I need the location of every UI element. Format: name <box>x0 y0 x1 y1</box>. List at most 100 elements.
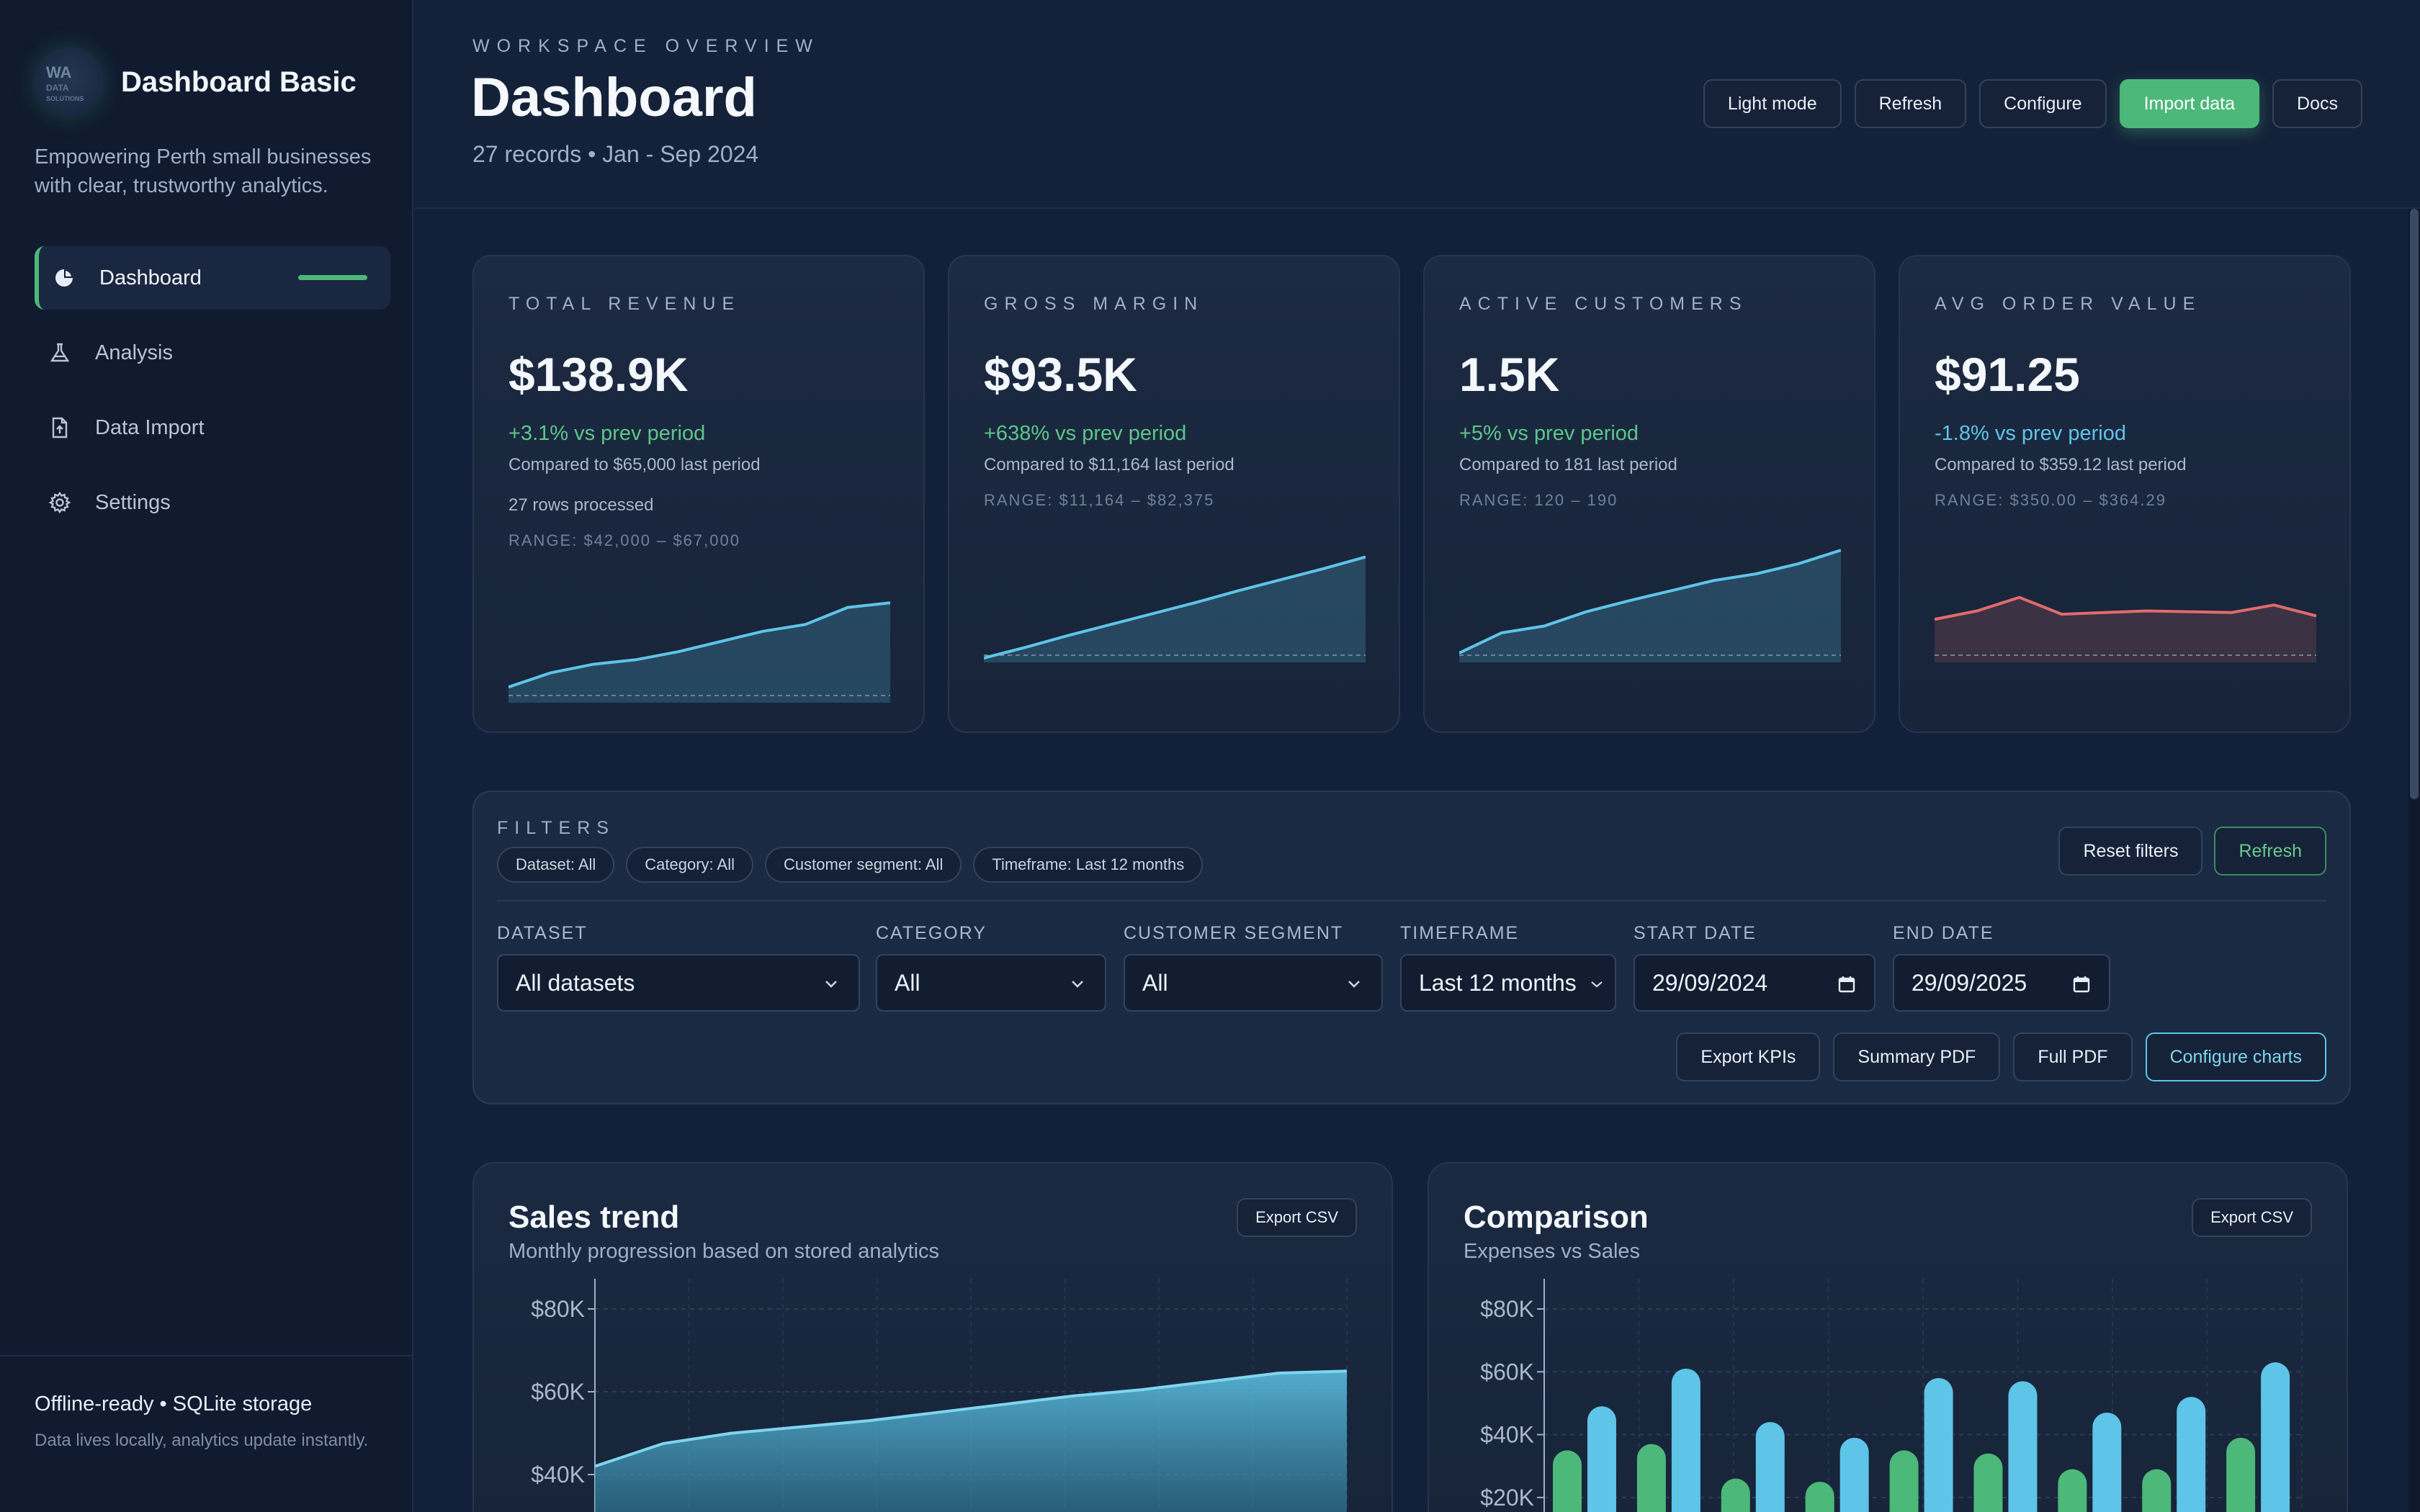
filter-chip-category[interactable]: Category: All <box>626 847 754 883</box>
kpi-card-gross-margin: GROSS MARGIN $93.5K +638% vs prev period… <box>948 255 1400 733</box>
end-date-label: END DATE <box>1893 923 1994 943</box>
logo-mark: WA DATA SOLUTIONS <box>46 63 84 102</box>
export-kpis-button[interactable]: Export KPIs <box>1676 1032 1821 1081</box>
timeframe-value: Last 12 months <box>1419 969 1577 996</box>
y-tick-label: $60K <box>531 1379 585 1405</box>
kpi-range: RANGE: $11,164 – $82,375 <box>984 491 1215 509</box>
y-tick-label: $40K <box>1480 1422 1534 1448</box>
dataset-value: All datasets <box>516 969 635 996</box>
segment-field: CUSTOMER SEGMENT All <box>1124 923 1383 1012</box>
flask-icon <box>46 339 73 366</box>
sidebar-item-label: Settings <box>95 490 171 514</box>
sidebar-nav: Dashboard Analysis Data Import Setting <box>35 246 390 546</box>
bar-sales <box>1671 1368 1700 1512</box>
kpi-card-active-customers: ACTIVE CUSTOMERS 1.5K +5% vs prev period… <box>1423 255 1876 733</box>
active-indicator <box>298 275 367 280</box>
bar-sales <box>1839 1437 1869 1512</box>
summary-pdf-button[interactable]: Summary PDF <box>1833 1032 2001 1081</box>
start-date-field: START DATE 29/09/2024 <box>1634 923 1876 1012</box>
calendar-icon[interactable] <box>1837 974 1857 994</box>
scrollbar-thumb[interactable] <box>2410 209 2419 799</box>
filters-refresh-button[interactable]: Refresh <box>2214 827 2326 876</box>
kpi-change: +3.1% vs prev period <box>508 422 706 445</box>
gear-icon <box>46 489 73 516</box>
chevron-down-icon <box>1591 981 1603 988</box>
divider <box>497 900 2326 901</box>
storage-description: Data lives locally, analytics update ins… <box>35 1431 369 1450</box>
bar-expenses <box>1889 1450 1919 1512</box>
sidebar-footer: Offline-ready • SQLite storage Data live… <box>0 1355 413 1512</box>
reset-filters-button[interactable]: Reset filters <box>2058 827 2203 876</box>
segment-select[interactable]: All <box>1124 954 1383 1012</box>
kpi-change: +638% vs prev period <box>984 422 1187 445</box>
kpi-row: TOTAL REVENUE $138.9K +3.1% vs prev peri… <box>472 255 2351 733</box>
full-pdf-button[interactable]: Full PDF <box>2013 1032 2133 1081</box>
kpi-rows-processed: 27 rows processed <box>508 495 654 515</box>
sales-trend-card: Sales trend Monthly progression based on… <box>472 1162 1393 1512</box>
kpi-value: $138.9K <box>508 348 689 401</box>
brand-logo: WA DATA SOLUTIONS <box>35 48 104 117</box>
sidebar: WA DATA SOLUTIONS Dashboard Basic Empowe… <box>0 0 413 1512</box>
bar-sales <box>2177 1397 2206 1512</box>
end-date-field: END DATE 29/09/2025 <box>1893 923 2110 1012</box>
brand-title: Dashboard Basic <box>121 66 357 98</box>
kpi-change: +5% vs prev period <box>1459 422 1639 445</box>
configure-button[interactable]: Configure <box>1979 79 2107 128</box>
sidebar-item-label: Dashboard <box>99 266 202 289</box>
kpi-label: AVG ORDER VALUE <box>1935 294 2202 314</box>
bar-sales <box>1587 1406 1616 1512</box>
category-label: CATEGORY <box>876 923 987 943</box>
category-field: CATEGORY All <box>876 923 1106 1012</box>
sales-trend-chart: $80K $60K $40K <box>531 1279 1348 1512</box>
docs-button[interactable]: Docs <box>2272 79 2362 128</box>
brand-tagline: Empowering Perth small businesses with c… <box>35 145 372 197</box>
bar-expenses <box>1721 1478 1750 1512</box>
bar-expenses <box>2226 1437 2256 1512</box>
calendar-icon[interactable] <box>2071 974 2092 994</box>
refresh-button[interactable]: Refresh <box>1854 79 1967 128</box>
sparkline <box>984 555 1366 662</box>
category-value: All <box>895 969 920 996</box>
kpi-value: $91.25 <box>1935 348 2080 401</box>
sparkline-line <box>1935 595 2316 621</box>
sales-export-csv-button[interactable]: Export CSV <box>1237 1198 1357 1237</box>
file-import-icon <box>46 414 73 441</box>
sales-line <box>594 1369 1348 1468</box>
bar-expenses <box>1636 1444 1666 1512</box>
sidebar-item-dashboard[interactable]: Dashboard <box>35 246 390 310</box>
y-tick-label: $80K <box>1480 1296 1534 1322</box>
sparkline-line <box>984 555 1366 660</box>
sidebar-item-settings[interactable]: Settings <box>35 471 390 534</box>
y-tick-label: $80K <box>531 1296 585 1322</box>
page-header: WORKSPACE OVERVIEW Dashboard 27 records … <box>415 0 2420 209</box>
sparkline <box>508 601 890 703</box>
filter-chip-dataset[interactable]: Dataset: All <box>497 847 615 883</box>
bar-sales <box>2092 1413 2122 1512</box>
filter-chip-timeframe[interactable]: Timeframe: Last 12 months <box>973 847 1204 883</box>
segment-label: CUSTOMER SEGMENT <box>1124 923 1344 943</box>
kpi-value: $93.5K <box>984 348 1137 401</box>
timeframe-select[interactable]: Last 12 months <box>1400 954 1616 1012</box>
light-mode-button[interactable]: Light mode <box>1703 79 1842 128</box>
kpi-label: ACTIVE CUSTOMERS <box>1459 294 1748 314</box>
sparkline <box>1459 549 1841 662</box>
timeframe-field: TIMEFRAME Last 12 months <box>1400 923 1616 1012</box>
bar-expenses <box>1973 1453 2003 1512</box>
active-filter-chips: Dataset: All Category: All Customer segm… <box>497 847 1204 883</box>
configure-charts-button[interactable]: Configure charts <box>2145 1032 2326 1081</box>
start-date-input[interactable]: 29/09/2024 <box>1634 954 1876 1012</box>
filter-chip-segment[interactable]: Customer segment: All <box>765 847 962 883</box>
sidebar-item-analysis[interactable]: Analysis <box>35 321 390 384</box>
kpi-range: RANGE: $350.00 – $364.29 <box>1935 491 2166 509</box>
category-select[interactable]: All <box>876 954 1106 1012</box>
kpi-compare: Compared to $11,164 last period <box>984 455 1234 474</box>
comparison-export-csv-button[interactable]: Export CSV <box>2192 1198 2312 1237</box>
dataset-select[interactable]: All datasets <box>497 954 860 1012</box>
import-data-button[interactable]: Import data <box>2119 79 2260 128</box>
sidebar-item-data-import[interactable]: Data Import <box>35 396 390 459</box>
chart-title: Comparison <box>1464 1200 1649 1235</box>
header-actions: Light mode Refresh Configure Import data… <box>1703 79 2362 128</box>
kpi-card-avg-order-value: AVG ORDER VALUE $91.25 -1.8% vs prev per… <box>1899 255 2351 733</box>
end-date-input[interactable]: 29/09/2025 <box>1893 954 2110 1012</box>
page-subtitle: 27 records • Jan - Sep 2024 <box>472 141 759 167</box>
